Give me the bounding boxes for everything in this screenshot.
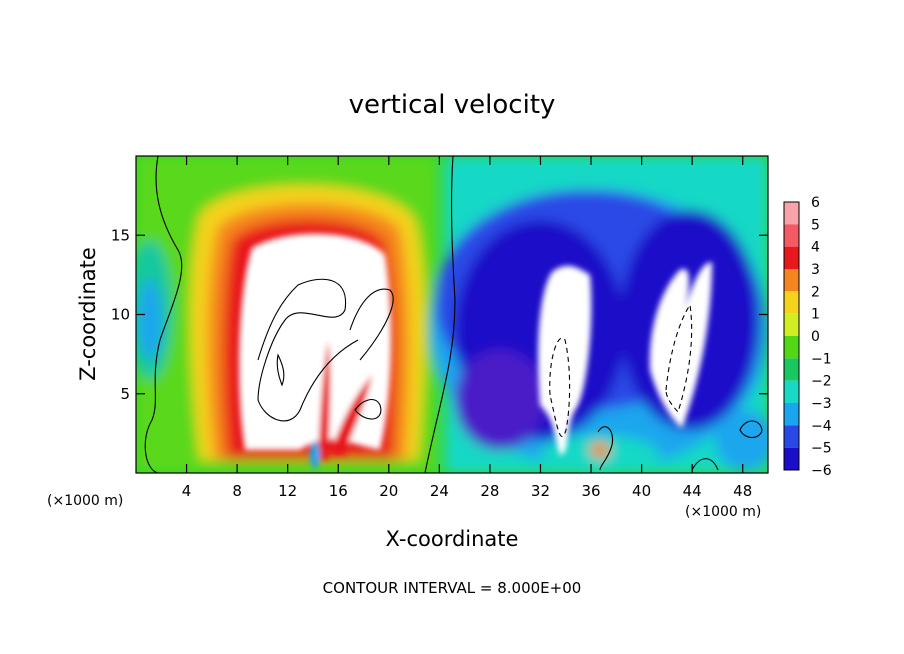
chart-title: vertical velocity: [349, 90, 556, 120]
colorbar-label: −3: [811, 396, 832, 412]
x-tick-label: 28: [480, 482, 499, 500]
x-tick-label: 32: [531, 482, 550, 500]
heatmap-field: [136, 156, 768, 473]
colorbar-frame: [783, 201, 800, 471]
x-tick-label: 20: [379, 482, 398, 500]
y-axis-label: Z-coordinate: [76, 247, 100, 381]
colorbar-swatch: [784, 403, 799, 426]
x-tick-label: 40: [632, 482, 651, 500]
colorbar-swatch: [784, 202, 799, 225]
x-tick-label: 44: [683, 482, 702, 500]
colorbar-swatch: [784, 358, 799, 381]
colorbar-swatch: [784, 269, 799, 292]
colorbar-label: 1: [811, 307, 820, 323]
x-tick-label: 16: [329, 482, 348, 500]
x-tick-label: 4: [182, 482, 192, 500]
y-tick-label: 10: [111, 306, 130, 324]
colorbar-swatch: [784, 447, 799, 470]
colorbar-swatch: [784, 336, 799, 359]
colorbar-label: 4: [811, 240, 820, 256]
colorbar-label: 5: [811, 217, 820, 233]
contour-lines: [144, 156, 763, 473]
colorbar-label: 2: [811, 284, 820, 300]
colorbar-swatch: [784, 380, 799, 403]
contour-interval-note: CONTOUR INTERVAL = 8.000E+00: [323, 579, 582, 597]
x-tick-label: 48: [733, 482, 752, 500]
x-axis-label: X-coordinate: [386, 527, 519, 551]
x-unit-label-right: (×1000 m): [685, 504, 761, 520]
colorbar-swatch: [784, 224, 799, 247]
colorbar-swatch: [784, 313, 799, 336]
colorbar-label: −2: [811, 374, 832, 390]
x-tick-label: 8: [232, 482, 242, 500]
colorbar-swatch: [784, 291, 799, 314]
colorbar-swatch: [784, 425, 799, 448]
x-unit-label-left: (×1000 m): [47, 493, 123, 509]
colorbar: 6 5 4 3 2 1 0 −1 −2 −3 −4 −5 −6: [783, 195, 832, 479]
colorbar-swatch: [784, 246, 799, 269]
colorbar-label: 6: [811, 195, 820, 211]
y-axis-ticks: 5 10 15: [111, 226, 768, 403]
colorbar-label: −4: [811, 418, 832, 434]
colorbar-label: 3: [811, 262, 820, 278]
colorbar-label: −6: [811, 463, 832, 479]
x-tick-label: 36: [581, 482, 600, 500]
colorbar-label: −5: [811, 441, 832, 457]
colorbar-label: −1: [811, 351, 832, 367]
x-axis-ticks: 4 8 12 16 20 24 28 32 36 40 44 48: [182, 156, 752, 500]
y-tick-label: 5: [120, 385, 130, 403]
y-tick-label: 15: [111, 226, 130, 244]
x-tick-label: 24: [430, 482, 449, 500]
x-tick-label: 12: [278, 482, 297, 500]
colorbar-label: 0: [811, 329, 820, 345]
